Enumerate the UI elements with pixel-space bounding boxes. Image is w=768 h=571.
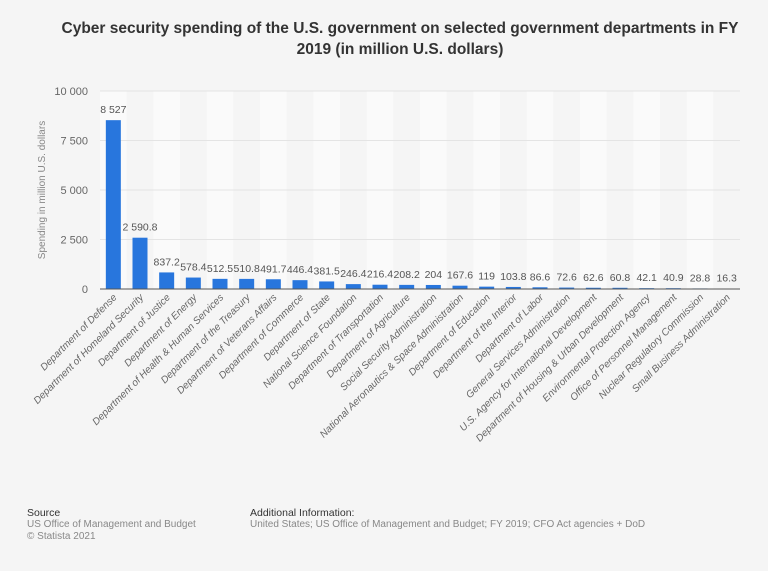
y-axis-label: Spending in million U.S. dollars <box>37 121 48 259</box>
bar-chart: 0 2 500 5 000 7 500 10 000 Spending in millio… <box>32 86 740 444</box>
bar <box>132 237 148 289</box>
bar <box>292 280 308 289</box>
bar <box>105 120 121 289</box>
data-label: 446.4 <box>287 264 313 276</box>
bar <box>559 287 575 289</box>
bar <box>585 287 601 289</box>
data-label: 60.8 <box>610 272 631 284</box>
data-label: 119 <box>478 271 495 283</box>
data-label: 72.6 <box>556 272 577 284</box>
data-label: 208.2 <box>394 269 420 281</box>
bar <box>425 284 441 289</box>
data-label: 578.4 <box>180 262 206 274</box>
data-label: 216.4 <box>367 269 393 281</box>
chart-title: Cyber security spending of the U.S. gove… <box>61 20 739 58</box>
y-tick-label: 2 500 <box>60 235 88 247</box>
data-label: 246.4 <box>340 268 366 280</box>
info-heading: Additional Information: <box>250 507 355 519</box>
data-label: 2 590.8 <box>122 222 157 234</box>
data-label: 491.7 <box>260 263 286 275</box>
data-label: 204 <box>425 269 443 281</box>
source-text: US Office of Management and Budget <box>27 519 196 530</box>
source-block: Source US Office of Management and Budge… <box>27 507 196 543</box>
bar <box>265 279 281 289</box>
bar <box>212 278 228 289</box>
additional-info-block: Additional Information: United States; U… <box>250 507 645 531</box>
copyright: © Statista 2021 <box>27 531 96 542</box>
bar <box>239 278 255 289</box>
x-tick-label: Small Business Administration <box>630 292 733 395</box>
y-tick-label: 7 500 <box>60 136 88 148</box>
data-label: 28.8 <box>690 272 711 284</box>
data-label: 837.2 <box>154 256 180 268</box>
bar <box>185 277 201 289</box>
data-label: 8 527 <box>100 104 126 116</box>
data-label: 167.6 <box>447 270 473 282</box>
source-heading: Source <box>27 507 61 519</box>
bar <box>479 286 495 289</box>
y-tick-label: 10 000 <box>54 86 88 98</box>
bar <box>612 287 628 289</box>
data-label: 62.6 <box>583 272 604 284</box>
data-label: 510.8 <box>234 263 260 275</box>
bar <box>399 284 415 289</box>
data-label: 42.1 <box>636 272 657 284</box>
bar <box>319 281 335 289</box>
data-label: 512.5 <box>207 263 233 275</box>
bar <box>505 286 521 289</box>
bar <box>452 285 468 289</box>
data-label: 86.6 <box>530 271 551 283</box>
y-tick-label: 0 <box>82 284 88 296</box>
info-text: United States; US Office of Management a… <box>250 519 646 530</box>
bar <box>372 284 388 289</box>
data-label: 103.8 <box>500 271 526 283</box>
data-label: 40.9 <box>663 272 684 284</box>
y-tick-label: 5 000 <box>60 185 88 197</box>
data-label: 16.3 <box>716 273 737 285</box>
bar <box>532 287 548 289</box>
bar <box>159 272 175 289</box>
bar <box>345 284 361 289</box>
data-label: 381.5 <box>314 265 340 277</box>
